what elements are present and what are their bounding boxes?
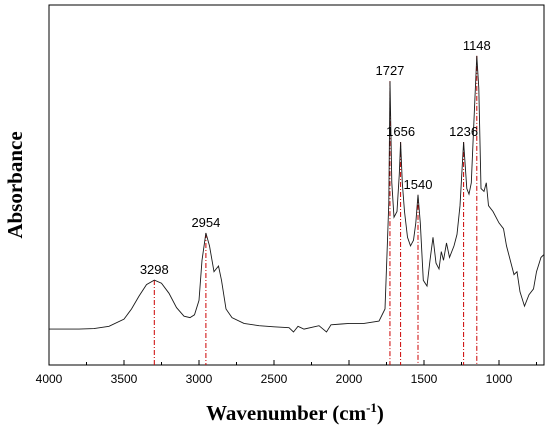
y-axis-title: Absorbance [3, 131, 27, 238]
plot-frame [48, 4, 545, 366]
peak-label-1148: 1148 [463, 38, 491, 53]
peak-label-3298: 3298 [140, 262, 169, 277]
peak-markers [153, 55, 478, 365]
x-axis-title-close: ) [377, 401, 384, 425]
peak-label-1727: 1727 [375, 63, 404, 78]
peak-label-1540: 1540 [404, 177, 433, 192]
spectrum-line [49, 55, 545, 333]
x-axis-ticks: 4000 3500 3000 2500 2000 1500 1000 [36, 360, 537, 386]
x-tick-label-3500: 3500 [111, 372, 138, 386]
peak-label-1236: 1236 [449, 124, 478, 139]
x-tick-label-4000: 4000 [36, 372, 63, 386]
x-tick-label-1500: 1500 [411, 372, 438, 386]
x-axis-title-main: Wavenumber (cm [206, 401, 367, 425]
peak-label-1656: 1656 [386, 124, 415, 139]
x-tick-label-2500: 2500 [261, 372, 288, 386]
peak-label-2954: 2954 [191, 215, 220, 230]
x-axis-title-superscript: -1 [366, 400, 377, 415]
x-tick-label-1000: 1000 [486, 372, 513, 386]
peak-labels: 3298 2954 1727 1656 1540 1236 1148 [140, 38, 491, 277]
x-tick-label-3000: 3000 [186, 372, 213, 386]
x-axis-title: Wavenumber (cm-1) [206, 400, 384, 425]
x-tick-label-2000: 2000 [336, 372, 363, 386]
